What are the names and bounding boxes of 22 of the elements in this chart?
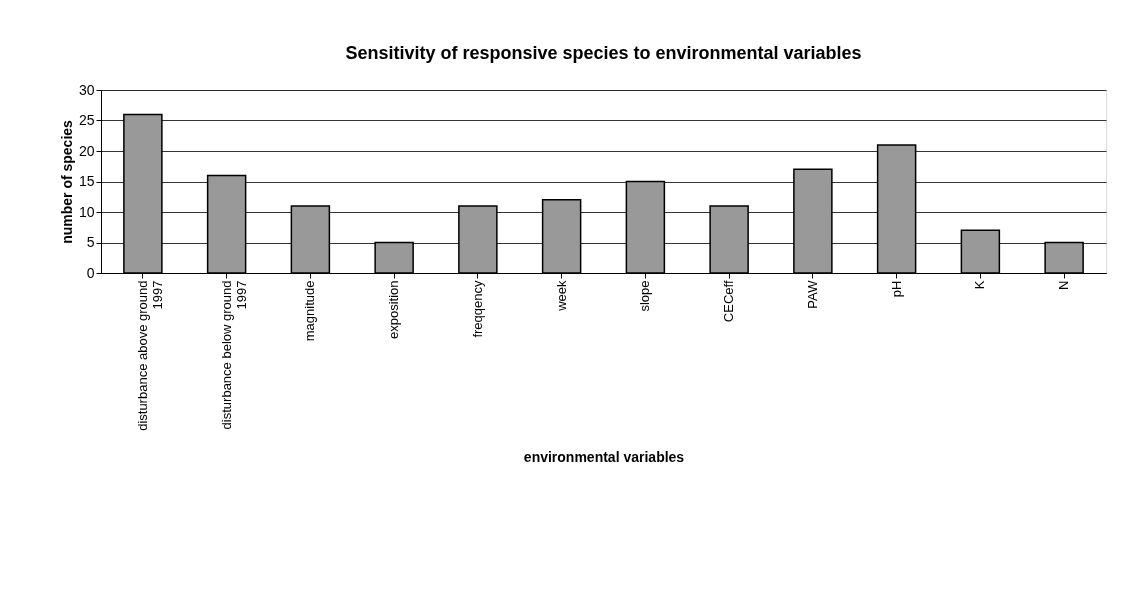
x-tick-label: disturbance below ground 1997 [218,280,249,430]
x-tick-label: slope [637,280,653,312]
x-tick-label: freqqency [469,280,485,338]
y-axis-title: number of species [58,119,75,244]
x-tick-label: pH [888,280,904,298]
x-tick-label: week [553,280,569,312]
y-tick-label: 10 [78,203,95,220]
x-axis-title: environmental variables [523,448,685,465]
x-tick-label: CECeff [721,280,737,323]
y-tick-label: 20 [78,142,95,159]
y-tick-label: 5 [86,234,95,250]
y-tick-label: 25 [78,112,95,128]
x-tick-label: PAW [804,279,820,309]
x-tick-label: N [1056,280,1072,290]
x-tick-label: K [972,280,988,290]
y-tick-label: 30 [78,81,95,98]
x-tick-label: disturbance above ground 1997 [134,280,165,431]
x-tick-label: exposition [386,280,402,340]
x-tick-label: magnitude [302,280,318,342]
y-tick-label: 15 [78,173,95,189]
chart-title: Sensitivity of responsive species to environmental variables [345,43,862,63]
y-tick-label: 0 [86,264,95,281]
